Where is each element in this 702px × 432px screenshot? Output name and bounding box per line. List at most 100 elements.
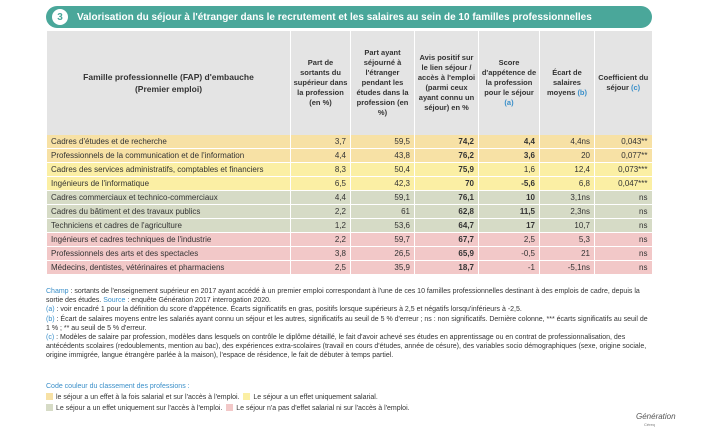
- legend-swatch-sal: [243, 393, 251, 400]
- row-score-cell: 1,6: [478, 162, 540, 177]
- row-score-cell: -5,6: [478, 176, 540, 191]
- table-row: Ingénieurs et cadres techniques de l'ind…: [46, 232, 652, 247]
- row-avis-cell: 70: [414, 176, 479, 191]
- row-ecart-cell: 21: [539, 246, 595, 261]
- row-part-sortants-cell: 3,8: [290, 246, 351, 261]
- row-famille-name: Professionnels des arts et des spectacle…: [46, 246, 291, 261]
- note-a: (a) : voir encadré 1 pour la définition …: [46, 305, 652, 314]
- row-coef-cell: ns: [594, 232, 652, 247]
- row-famille-name: Cadres du bâtiment et des travaux public…: [46, 204, 291, 219]
- row-avis-cell: 18,7: [414, 260, 479, 275]
- table-body: Cadres d'études et de recherche 3,7 59,5 74…: [46, 135, 652, 275]
- results-table: Famille professionnelle (FAP) d'embauche…: [46, 31, 652, 275]
- coef-header-ref: (c): [630, 83, 641, 92]
- row-famille-name: Cadres d'études et de recherche: [46, 135, 291, 149]
- table-row: Techniciens et cadres de l'agriculture 1,…: [46, 218, 652, 233]
- score-header-ref: (a): [504, 98, 514, 107]
- legend-swatch-acc: [46, 404, 53, 411]
- row-part-sortants-cell: 4,4: [290, 190, 351, 205]
- row-score-cell: 10: [478, 190, 540, 205]
- row-coef-cell: 0,047***: [594, 176, 652, 191]
- row-part-sejour-cell: 53,6: [350, 218, 415, 233]
- note-c: (c) : Modèles de salaire par profession,…: [46, 333, 652, 361]
- note-a-text: : voir encadré 1 pour la définition du s…: [54, 306, 522, 314]
- col-header-famille: Famille professionnelle (FAP) d'embauche…: [46, 31, 291, 135]
- row-coef-cell: ns: [594, 246, 652, 261]
- table-row: Cadres commerciaux et technico-commercia…: [46, 190, 652, 205]
- legend-row-1: le séjour a un effet à la fois salarial …: [46, 392, 652, 403]
- row-famille-name: Techniciens et cadres de l'agriculture: [46, 218, 291, 233]
- note-source-label: Source: [103, 297, 126, 305]
- note-c-label: (c): [46, 334, 55, 342]
- table-row: Professionnels des arts et des spectacle…: [46, 246, 652, 261]
- row-ecart-cell: 3,1ns: [539, 190, 595, 205]
- cereq-logo-sub: Céreq: [644, 422, 655, 427]
- row-avis-cell: 75,9: [414, 162, 479, 177]
- note-champ-label: Champ: [46, 288, 69, 295]
- notes-block: Champ : sortants de l'enseignement supér…: [46, 287, 652, 361]
- row-ecart-cell: 10,7: [539, 218, 595, 233]
- row-part-sejour-cell: 35,9: [350, 260, 415, 275]
- section-header: 3 Valorisation du séjour à l'étranger da…: [46, 6, 652, 28]
- row-famille-name: Cadres commerciaux et technico-commercia…: [46, 190, 291, 205]
- row-coef-cell: ns: [594, 260, 652, 275]
- row-score-cell: 4,4: [478, 135, 540, 149]
- row-part-sortants-cell: 1,2: [290, 218, 351, 233]
- row-avis-cell: 65,9: [414, 246, 479, 261]
- row-part-sortants-cell: 2,5: [290, 260, 351, 275]
- row-part-sejour-cell: 59,7: [350, 232, 415, 247]
- row-part-sejour-cell: 43,8: [350, 148, 415, 163]
- row-part-sortants-cell: 8,3: [290, 162, 351, 177]
- note-b: (b) : Écart de salaires moyens entre les…: [46, 315, 652, 333]
- row-famille-name: Ingénieurs et cadres techniques de l'ind…: [46, 232, 291, 247]
- row-part-sejour-cell: 50,4: [350, 162, 415, 177]
- note-a-label: (a): [46, 306, 55, 314]
- section-title: Valorisation du séjour à l'étranger dans…: [77, 11, 592, 23]
- note-champ-text: : sortants de l'enseignement supérieur e…: [46, 288, 640, 305]
- row-score-cell: 17: [478, 218, 540, 233]
- row-part-sortants-cell: 2,2: [290, 204, 351, 219]
- row-ecart-cell: 12,4: [539, 162, 595, 177]
- note-champ: Champ : sortants de l'enseignement supér…: [46, 287, 652, 305]
- row-score-cell: -1: [478, 260, 540, 275]
- col-header-coef: Coefficient du séjour (c): [594, 31, 652, 135]
- row-coef-cell: 0,073***: [594, 162, 652, 177]
- table-row: Cadres des services administratifs, comp…: [46, 162, 652, 177]
- row-coef-cell: ns: [594, 218, 652, 233]
- row-part-sortants-cell: 6,5: [290, 176, 351, 191]
- row-ecart-cell: 6,8: [539, 176, 595, 191]
- col-header-part-sejour: Part ayant séjourné à l'étranger pendant…: [350, 31, 415, 135]
- color-legend: Code couleur du classement des professio…: [46, 381, 652, 414]
- row-coef-cell: 0,077**: [594, 148, 652, 163]
- row-avis-cell: 76,1: [414, 190, 479, 205]
- legend-row-2: Le séjour a un effet uniquement sur l'ac…: [46, 403, 652, 414]
- row-famille-name: Ingénieurs de l'informatique: [46, 176, 291, 191]
- row-ecart-cell: -5,1ns: [539, 260, 595, 275]
- row-part-sortants-cell: 3,7: [290, 135, 351, 149]
- row-coef-cell: ns: [594, 204, 652, 219]
- table-row: Cadres d'études et de recherche 3,7 59,5 74…: [46, 135, 652, 149]
- row-coef-cell: ns: [594, 190, 652, 205]
- row-avis-cell: 67,7: [414, 232, 479, 247]
- row-ecart-cell: 4,4ns: [539, 135, 595, 149]
- table-row: Médecins, dentistes, vétérinaires et pha…: [46, 260, 652, 275]
- row-avis-cell: 76,2: [414, 148, 479, 163]
- row-part-sortants-cell: 2,2: [290, 232, 351, 247]
- famille-header-sub: (Premier emploi): [134, 84, 203, 94]
- row-part-sejour-cell: 59,1: [350, 190, 415, 205]
- note-source-text: : enquête Génération 2017 interrogation …: [125, 297, 271, 305]
- row-ecart-cell: 2,3ns: [539, 204, 595, 219]
- col-header-ecart: Écart de salaires moyens (b): [539, 31, 595, 135]
- row-famille-name: Médecins, dentistes, vétérinaires et pha…: [46, 260, 291, 275]
- coef-header-label: Coefficient du séjour: [598, 73, 649, 92]
- row-part-sejour-cell: 42,3: [350, 176, 415, 191]
- col-header-score: Score d'appétence de la profession pour …: [478, 31, 540, 135]
- legend-swatch-both: [46, 393, 53, 400]
- legend-label-none: Le séjour n'a pas d'effet salarial ni su…: [236, 405, 410, 412]
- col-header-part-sortants: Part de sortants du supérieur dans la pr…: [290, 31, 351, 135]
- row-ecart-cell: 20: [539, 148, 595, 163]
- row-part-sejour-cell: 26,5: [350, 246, 415, 261]
- legend-label-sal: Le séjour a un effet uniquement salarial…: [253, 394, 378, 401]
- row-score-cell: -0,5: [478, 246, 540, 261]
- section-number-badge: 3: [52, 9, 68, 25]
